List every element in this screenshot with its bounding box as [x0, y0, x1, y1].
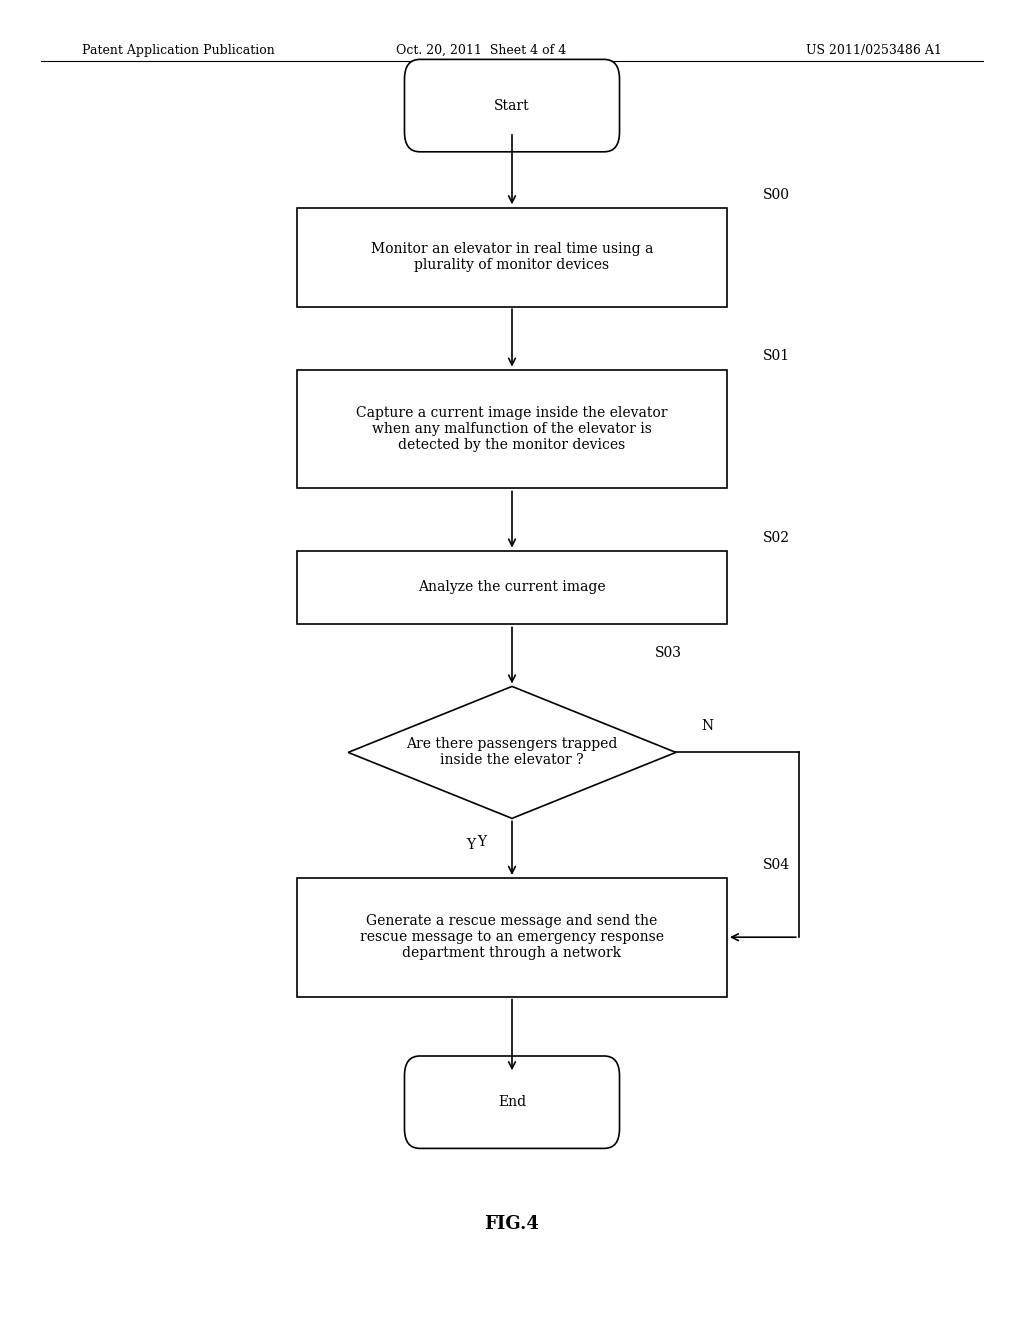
Text: Start: Start [495, 99, 529, 112]
FancyBboxPatch shape [404, 59, 620, 152]
FancyBboxPatch shape [404, 1056, 620, 1148]
Text: S02: S02 [763, 531, 790, 545]
Text: Patent Application Publication: Patent Application Publication [82, 44, 274, 57]
Polygon shape [348, 686, 676, 818]
Text: US 2011/0253486 A1: US 2011/0253486 A1 [806, 44, 942, 57]
Text: Oct. 20, 2011  Sheet 4 of 4: Oct. 20, 2011 Sheet 4 of 4 [396, 44, 566, 57]
Text: Capture a current image inside the elevator
when any malfunction of the elevator: Capture a current image inside the eleva… [356, 405, 668, 453]
Text: FIG.4: FIG.4 [484, 1214, 540, 1233]
FancyBboxPatch shape [297, 370, 727, 488]
FancyBboxPatch shape [297, 878, 727, 997]
Text: Monitor an elevator in real time using a
plurality of monitor devices: Monitor an elevator in real time using a… [371, 243, 653, 272]
FancyBboxPatch shape [297, 207, 727, 306]
Text: Y: Y [467, 838, 475, 851]
Text: Are there passengers trapped
inside the elevator ?: Are there passengers trapped inside the … [407, 738, 617, 767]
Text: Analyze the current image: Analyze the current image [418, 581, 606, 594]
Text: End: End [498, 1096, 526, 1109]
FancyBboxPatch shape [297, 550, 727, 623]
Text: S00: S00 [763, 187, 790, 202]
Text: Y: Y [477, 834, 485, 849]
Text: S01: S01 [763, 350, 790, 363]
Text: S04: S04 [763, 858, 790, 871]
Text: N: N [701, 718, 714, 733]
Text: S03: S03 [655, 647, 682, 660]
Text: Generate a rescue message and send the
rescue message to an emergency response
d: Generate a rescue message and send the r… [360, 913, 664, 961]
